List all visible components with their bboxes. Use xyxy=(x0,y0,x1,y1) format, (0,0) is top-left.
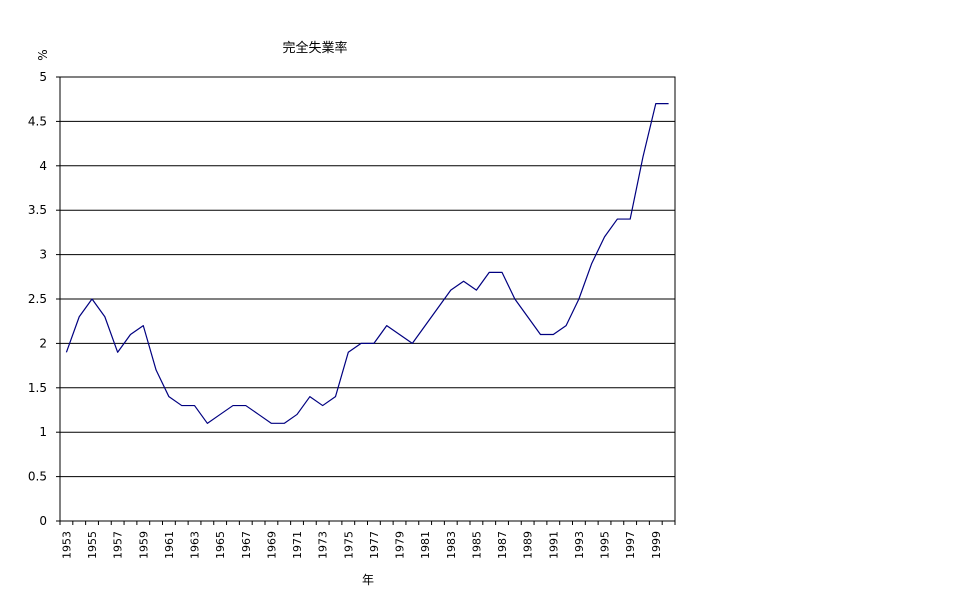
y-tick-label-1: 0.5 xyxy=(28,470,47,484)
x-tick-label-1977: 1977 xyxy=(368,531,381,559)
x-tick-label-1987: 1987 xyxy=(496,531,509,559)
x-tick-label-1963: 1963 xyxy=(189,531,202,559)
series-layer xyxy=(65,103,669,424)
x-tick-label-1989: 1989 xyxy=(522,531,535,559)
x-tick-label-1981: 1981 xyxy=(419,531,432,559)
y-axis-ticks: 0 0.5 1 1.5 2 2.5 3 3.5 4 4.5 5 xyxy=(28,70,60,528)
x-tick-label-1967: 1967 xyxy=(240,531,253,559)
x-tick-label-1997: 1997 xyxy=(624,531,637,559)
y-tick-label-5: 2.5 xyxy=(28,292,47,306)
y-tick-label-8: 4 xyxy=(39,159,47,173)
y-tick-label-10: 5 xyxy=(39,70,47,84)
x-tick-label-1995: 1995 xyxy=(599,531,612,559)
y-tick-label-9: 4.5 xyxy=(28,114,47,128)
chart-title: 完全失業率 xyxy=(282,40,347,56)
x-tick-label-1957: 1957 xyxy=(112,531,125,559)
x-tick-label-1959: 1959 xyxy=(137,531,150,559)
x-tick-label-1965: 1965 xyxy=(214,531,227,559)
x-tick-label-1979: 1979 xyxy=(394,531,407,559)
x-tick-label-1985: 1985 xyxy=(470,531,483,559)
y-tick-label-2: 1 xyxy=(39,425,47,439)
x-axis-label: 年 xyxy=(362,573,374,587)
x-tick-label-1993: 1993 xyxy=(573,531,586,559)
y-tick-label-0: 0 xyxy=(39,514,47,528)
x-tick-label-1955: 1955 xyxy=(86,531,99,559)
series-line-0 xyxy=(65,103,669,424)
x-tick-label-1999: 1999 xyxy=(650,531,663,559)
x-tick-label-1991: 1991 xyxy=(547,531,560,559)
x-axis-ticks: 1953 1955 1957 1959 1961 1963 1965 1967 1969 1971… xyxy=(59,521,676,559)
grid-lines xyxy=(60,76,675,522)
y-tick-label-3: 1.5 xyxy=(28,381,47,395)
x-tick-label-1953: 1953 xyxy=(60,531,73,559)
y-tick-label-7: 3.5 xyxy=(28,203,47,217)
y-tick-label-6: 3 xyxy=(39,248,47,262)
x-tick-label-1973: 1973 xyxy=(317,531,330,559)
y-axis-label: % xyxy=(36,49,50,60)
x-tick-label-1971: 1971 xyxy=(291,531,304,559)
x-tick-label-1983: 1983 xyxy=(445,531,458,559)
plot-area-frame xyxy=(59,76,676,522)
x-tick-label-1969: 1969 xyxy=(265,531,278,559)
x-tick-label-1975: 1975 xyxy=(342,531,355,559)
y-tick-label-4: 2 xyxy=(39,336,47,350)
x-tick-label-1961: 1961 xyxy=(163,531,176,559)
